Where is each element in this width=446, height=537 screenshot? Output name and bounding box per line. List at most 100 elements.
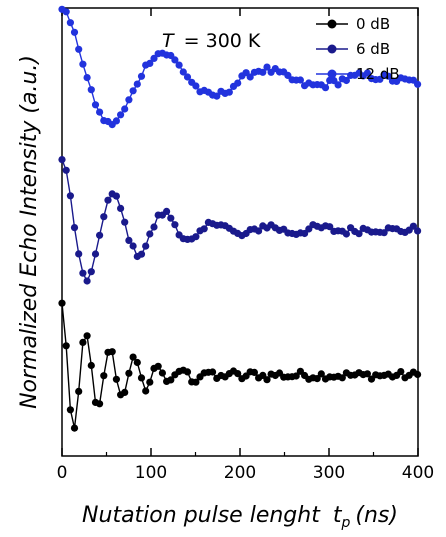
data-point — [342, 76, 350, 85]
data-point — [246, 73, 254, 81]
data-point — [137, 374, 146, 382]
data-point — [87, 86, 95, 94]
data-point — [70, 424, 79, 432]
data-point — [234, 370, 242, 378]
data-point — [83, 332, 91, 340]
data-point — [183, 368, 192, 376]
data-point — [414, 80, 422, 88]
series-line-6db — [61, 159, 419, 283]
data-point — [158, 369, 166, 377]
axis-ticks: 0 100 200 300 400 — [57, 8, 434, 483]
data-point — [75, 45, 83, 53]
data-point — [225, 88, 233, 96]
data-point — [62, 166, 70, 174]
x-tick-label: 0 — [57, 463, 68, 483]
data-point — [137, 250, 146, 258]
data-point — [192, 378, 200, 386]
data-point — [376, 75, 384, 83]
data-point — [62, 342, 70, 350]
data-point — [167, 214, 175, 222]
data-point — [96, 400, 104, 408]
data-point — [380, 229, 388, 237]
data-point — [250, 368, 258, 376]
x-tick-label: 200 — [224, 463, 256, 483]
data-point — [96, 108, 104, 116]
legend-label-12db: 12 dB — [356, 65, 400, 83]
data-point — [70, 28, 79, 36]
data-point — [117, 111, 125, 119]
data-point — [200, 225, 208, 233]
data-point — [301, 229, 309, 238]
data-point — [87, 268, 95, 276]
data-point — [213, 92, 221, 100]
legend-item-12db: 12 dB — [316, 65, 400, 83]
legend-label-0db: 0 dB — [356, 15, 390, 33]
data-point — [146, 378, 154, 386]
data-point — [58, 299, 66, 307]
series-line-0db — [61, 303, 418, 429]
data-point — [363, 69, 371, 77]
data-point — [263, 63, 271, 71]
data-point — [363, 370, 371, 378]
data-point — [384, 72, 392, 80]
y-axis-title: Normalized Echo Intensity (a.u.) — [17, 55, 42, 409]
data-point — [146, 59, 154, 67]
data-point — [255, 227, 263, 235]
legend-item-0db: 0 dB — [316, 15, 390, 33]
legend-item-6db: 6 dB — [316, 40, 390, 58]
data-point — [209, 368, 217, 376]
data-point — [75, 387, 83, 395]
data-point — [91, 250, 100, 258]
data-point — [409, 222, 417, 230]
data-point — [317, 370, 325, 378]
data-point — [83, 74, 91, 82]
data-point — [108, 348, 116, 356]
temperature-annotation: T = 300 K — [162, 30, 261, 52]
data-point — [104, 196, 112, 204]
data-point — [263, 376, 271, 384]
data-point — [100, 372, 108, 380]
data-point — [125, 96, 133, 104]
data-point — [338, 374, 346, 382]
data-point — [66, 406, 74, 414]
data-point — [133, 358, 141, 367]
data-point — [321, 84, 330, 92]
data-point — [192, 233, 200, 241]
data-point — [75, 250, 83, 258]
data-point — [100, 213, 108, 221]
data-point — [70, 224, 79, 232]
data-point — [150, 223, 158, 231]
data-point — [397, 368, 405, 376]
data-point — [121, 105, 129, 113]
data-point — [125, 236, 133, 244]
x-axis-title: Nutation pulse lenght tp (ns) — [82, 503, 398, 531]
data-point — [133, 80, 141, 88]
data-point — [62, 8, 70, 16]
data-point — [167, 376, 175, 384]
data-point — [171, 56, 179, 64]
data-point — [414, 227, 422, 235]
data-point — [96, 231, 104, 239]
data-point — [121, 218, 129, 226]
data-point — [313, 375, 321, 383]
data-point — [83, 277, 91, 285]
data-point — [87, 361, 95, 370]
data-point — [179, 68, 187, 76]
x-tick-label: 300 — [313, 463, 345, 483]
data-point — [66, 192, 74, 200]
data-point — [355, 230, 363, 238]
data-point — [192, 82, 200, 90]
data-point — [79, 60, 87, 68]
data-point — [234, 79, 242, 87]
x-tick-label: 100 — [135, 463, 167, 483]
data-point — [125, 369, 133, 377]
data-point — [292, 372, 300, 380]
data-point — [154, 362, 162, 370]
series-layer — [58, 5, 422, 432]
data-point — [129, 353, 137, 361]
data-point — [183, 73, 192, 81]
data-point — [137, 72, 146, 80]
data-point — [129, 242, 137, 250]
data-point — [112, 117, 120, 125]
